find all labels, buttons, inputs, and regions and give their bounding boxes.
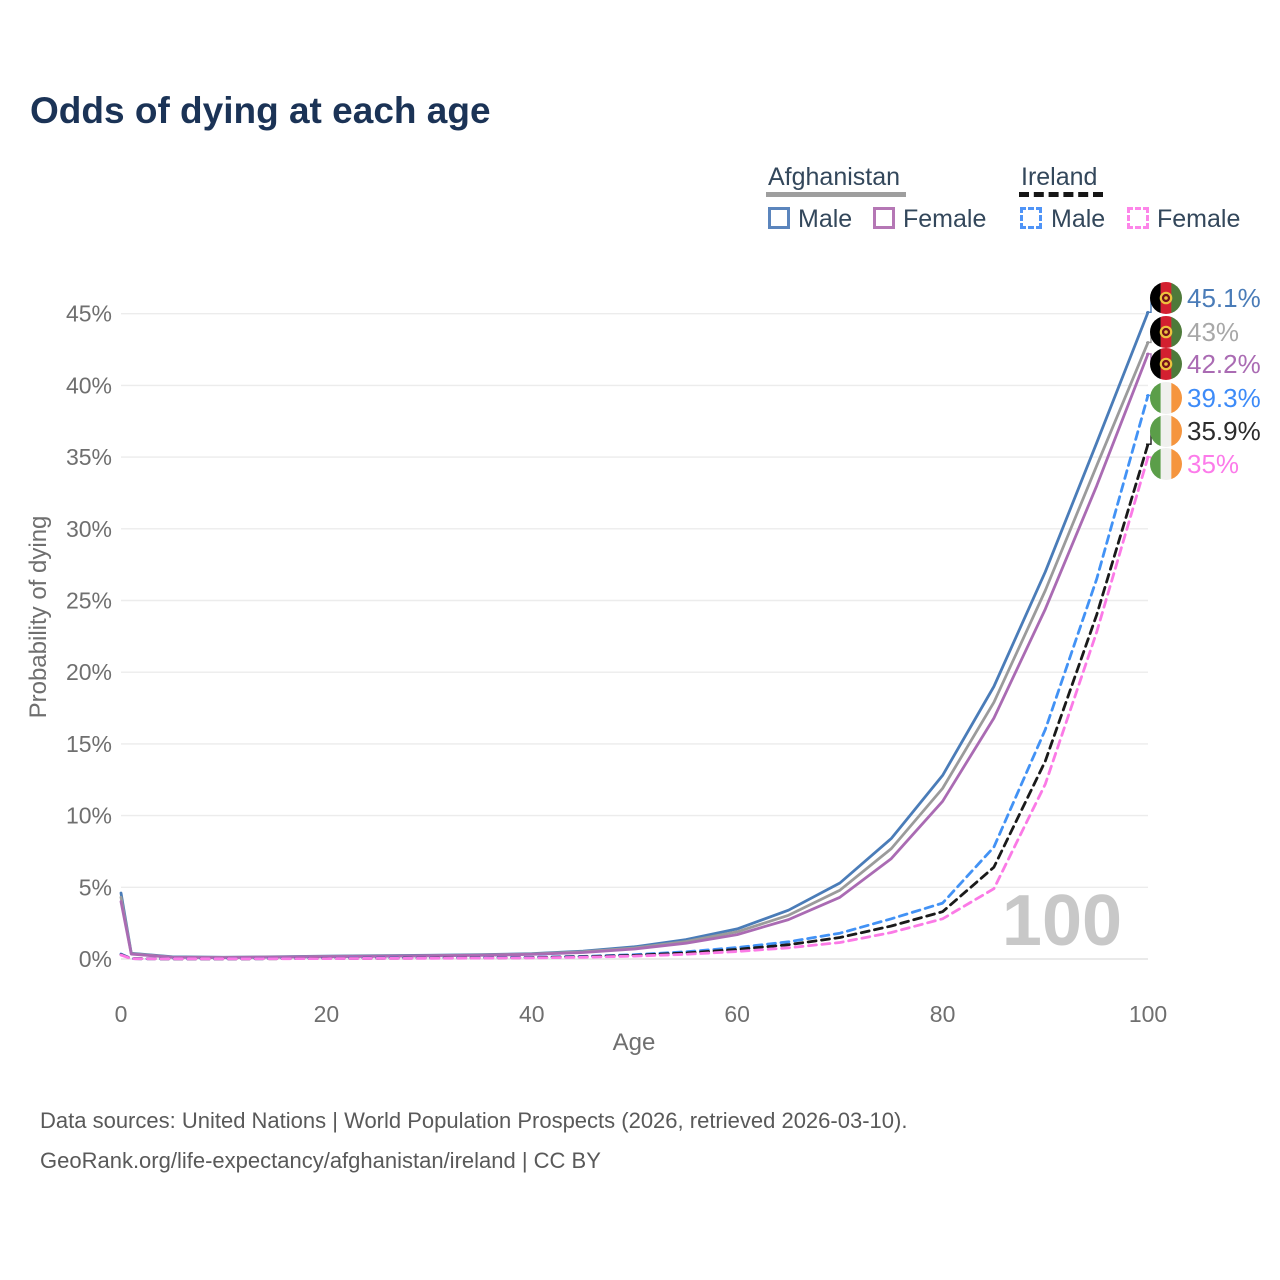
x-tick-label-80: 80 [930,1001,956,1027]
y-tick-label-15: 15% [66,731,112,757]
end-value-label-afghanistan-both: 43% [1187,317,1239,347]
legend-checkbox-afghanistan-male[interactable] [768,207,790,229]
y-tick-label-5: 5% [79,874,112,900]
legend-label-afghanistan-male[interactable]: Male [798,205,853,233]
legend-checkbox-afghanistan-female[interactable] [873,207,895,229]
legend-checkbox-ireland-male[interactable] [1020,207,1042,229]
ireland-flag-icon [1150,382,1182,414]
legend-group-ireland: Ireland [1021,163,1098,191]
y-axis-title: Probability of dying [25,516,52,719]
afghanistan-flag-icon [1150,348,1182,380]
ireland-flag-icon [1150,415,1182,447]
end-value-label-ireland-female: 35% [1187,449,1239,479]
end-value-label-ireland-male: 39.3% [1187,383,1261,413]
series-line-afghanistan-female[interactable] [119,352,1150,959]
y-tick-label-20: 20% [66,659,112,685]
legend-ireland-dashed-line-swatch [1019,192,1103,197]
end-value-label-ireland-both: 35.9% [1187,416,1261,446]
legend-group-afghanistan: Afghanistan [768,163,901,191]
footer-data-sources: Data sources: United Nations | World Pop… [40,1108,908,1133]
footer-attribution: GeoRank.org/life-expectancy/afghanistan/… [40,1148,601,1173]
y-tick-label-45: 45% [66,301,112,327]
y-tick-label-40: 40% [66,372,112,398]
legend-label-ireland-female[interactable]: Female [1157,205,1241,233]
x-tick-label-100: 100 [1129,1001,1167,1027]
afghanistan-flag-icon [1150,316,1182,348]
y-tick-label-10: 10% [66,803,112,829]
legend-label-afghanistan-female[interactable]: Female [903,205,987,233]
legend-afghanistan-solid-line-swatch [766,192,906,197]
y-tick-label-30: 30% [66,516,112,542]
series-line-ireland-male[interactable] [119,394,1150,961]
afghanistan-flag-icon [1150,282,1182,314]
y-tick-label-0: 0% [79,946,112,972]
x-axis-title: Age [613,1029,656,1056]
ireland-flag-icon [1150,448,1182,480]
x-tick-label-60: 60 [724,1001,750,1027]
x-tick-label-40: 40 [519,1001,545,1027]
x-tick-label-20: 20 [314,1001,340,1027]
legend-label-ireland-male[interactable]: Male [1051,205,1106,233]
hover-age-watermark: 100 [1002,881,1122,961]
series-line-afghanistan-male[interactable] [119,310,1150,959]
page-title: Odds of dying at each age [30,90,491,131]
legend-checkbox-ireland-female[interactable] [1127,207,1149,229]
x-tick-label-0: 0 [115,1001,128,1027]
end-value-label-afghanistan-female: 42.2% [1187,349,1261,379]
end-value-label-afghanistan-male: 45.1% [1187,283,1261,313]
series-line-ireland-female[interactable] [119,455,1150,961]
y-tick-label-25: 25% [66,588,112,614]
y-tick-label-35: 35% [66,444,112,470]
